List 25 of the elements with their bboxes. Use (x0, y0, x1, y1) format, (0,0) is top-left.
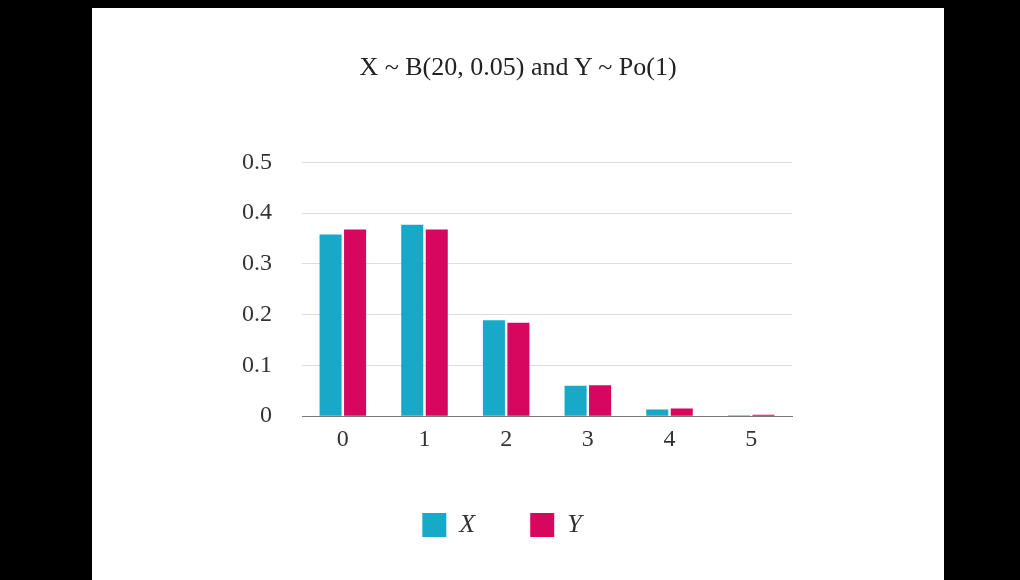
bar (425, 229, 448, 416)
x-tick-label: 0 (336, 424, 349, 451)
y-tick-label: 0.5 (242, 147, 272, 174)
legend-label: X (458, 508, 477, 538)
x-tick-label: 4 (663, 424, 676, 451)
y-tick-label: 0.2 (242, 299, 272, 326)
x-tick-label: 2 (500, 424, 513, 451)
legend-label: Y (567, 508, 585, 538)
bar (319, 234, 342, 416)
x-tick-label: 1 (418, 424, 431, 451)
bar (589, 385, 612, 416)
y-tick-label: 0 (260, 401, 272, 428)
bar (564, 385, 587, 416)
bar (344, 229, 367, 416)
bar (482, 320, 505, 416)
x-tick-label: 5 (745, 424, 758, 451)
bar (646, 409, 669, 416)
y-tick-label: 0.4 (242, 198, 272, 225)
y-tick-label: 0.1 (242, 350, 272, 377)
chart-title: X ~ B(20, 0.05) and Y ~ Po(1) (358, 52, 678, 82)
x-tick-label: 3 (581, 424, 594, 451)
y-tick-label: 0.3 (242, 249, 272, 276)
bar (670, 408, 693, 416)
bar (507, 322, 530, 416)
bar (401, 224, 424, 416)
